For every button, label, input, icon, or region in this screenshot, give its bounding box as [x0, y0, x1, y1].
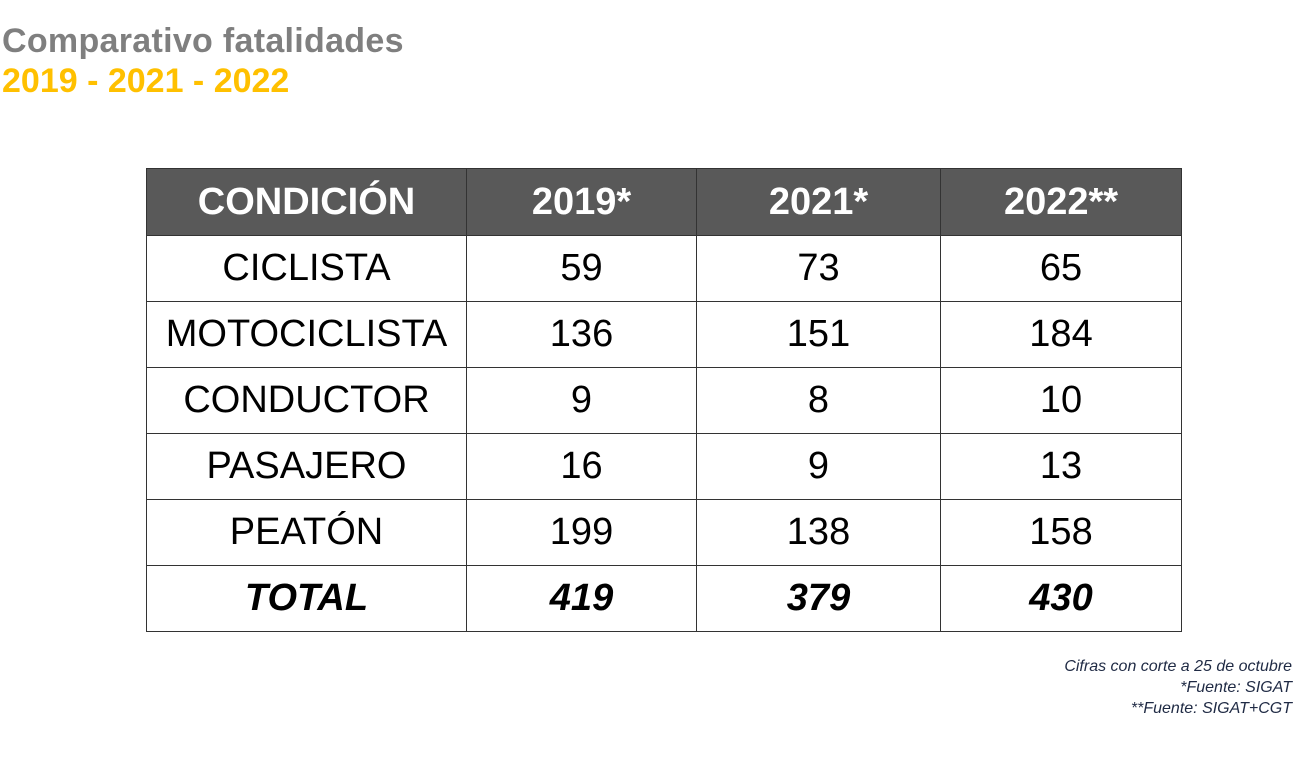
slide-subtitle: 2019 - 2021 - 2022 [2, 62, 290, 100]
row-label: PASAJERO [146, 433, 467, 500]
row-label: CONDUCTOR [146, 367, 467, 434]
cell-value: 16 [466, 433, 697, 500]
cell-value: 184 [940, 301, 1182, 368]
slide-title: Comparativo fatalidades [2, 22, 404, 60]
cell-value: 199 [466, 499, 697, 566]
row-label: CICLISTA [146, 235, 467, 302]
footnotes: Cifras con corte a 25 de octubre *Fuente… [1064, 656, 1292, 719]
cell-value: 65 [940, 235, 1182, 302]
column-header: CONDICIÓN [146, 168, 467, 236]
row-label: MOTOCICLISTA [146, 301, 467, 368]
cell-value: 151 [696, 301, 941, 368]
footnote-source-2019-2021: *Fuente: SIGAT [1180, 679, 1292, 696]
column-header: 2022** [940, 168, 1182, 236]
cell-value: 419 [466, 565, 697, 632]
total-row: TOTAL 419 379 430 [146, 565, 1182, 632]
footnote-cutoff: Cifras con corte a 25 de octubre [1064, 658, 1292, 675]
cell-value: 136 [466, 301, 697, 368]
cell-value: 8 [696, 367, 941, 434]
cell-value: 73 [696, 235, 941, 302]
table-row: PASAJERO 16 9 13 [146, 433, 1182, 500]
row-label: PEATÓN [146, 499, 467, 566]
cell-value: 13 [940, 433, 1182, 500]
cell-value: 9 [696, 433, 941, 500]
cell-value: 9 [466, 367, 697, 434]
cell-value: 158 [940, 499, 1182, 566]
table-row: CONDUCTOR 9 8 10 [146, 367, 1182, 434]
cell-value: 138 [696, 499, 941, 566]
cell-value: 379 [696, 565, 941, 632]
table-row: MOTOCICLISTA 136 151 184 [146, 301, 1182, 368]
table-row: PEATÓN 199 138 158 [146, 499, 1182, 566]
cell-value: 10 [940, 367, 1182, 434]
column-header: 2019* [466, 168, 697, 236]
fatalities-table: CONDICIÓN 2019* 2021* 2022** CICLISTA 59 73 65… [146, 168, 1182, 632]
cell-value: 430 [940, 565, 1182, 632]
cell-value: 59 [466, 235, 697, 302]
table-header-row: CONDICIÓN 2019* 2021* 2022** [146, 168, 1182, 236]
column-header: 2021* [696, 168, 941, 236]
footnote-source-2022: **Fuente: SIGAT+CGT [1130, 700, 1292, 717]
table-row: CICLISTA 59 73 65 [146, 235, 1182, 302]
row-label: TOTAL [146, 565, 467, 632]
